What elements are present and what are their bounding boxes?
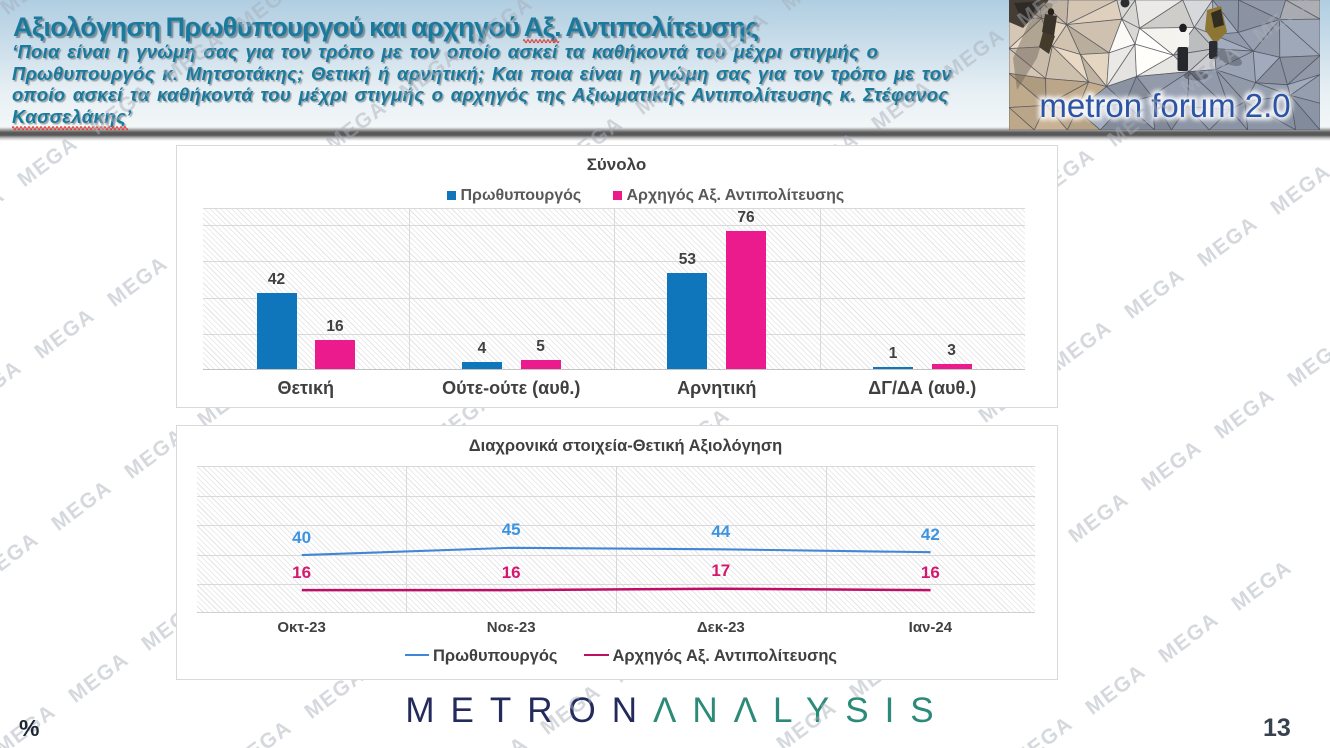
svg-text:metron forum 2.0: metron forum 2.0 xyxy=(1039,87,1290,124)
svg-text:metron forum 2.0: metron forum 2.0 xyxy=(1039,87,1290,124)
